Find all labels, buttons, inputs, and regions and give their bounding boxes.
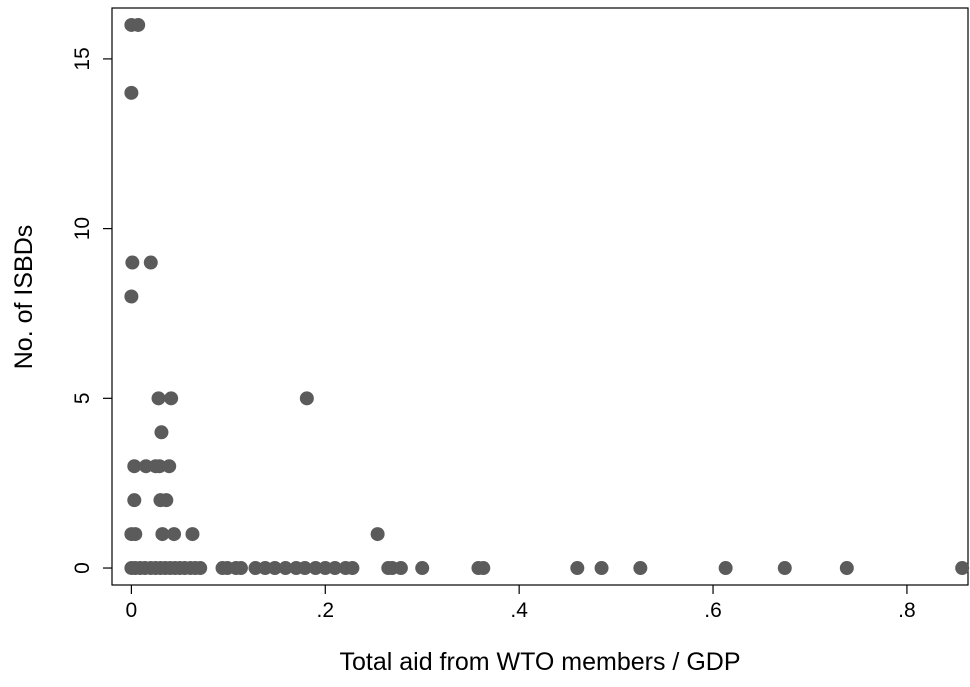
plot-frame (111, 7, 969, 586)
point (131, 17, 146, 32)
point (327, 561, 342, 576)
point (167, 527, 182, 542)
point (415, 561, 430, 576)
point (308, 561, 323, 576)
y-axis-title: No. of ISBDs (10, 225, 38, 370)
point (370, 527, 385, 542)
point (267, 561, 282, 576)
point (154, 425, 169, 440)
point (594, 561, 609, 576)
x-tick-label: .6 (704, 599, 722, 622)
x-tick-label: 0 (126, 599, 138, 622)
point (152, 459, 167, 474)
point (299, 391, 314, 406)
point (297, 561, 312, 576)
point (233, 561, 248, 576)
point (955, 561, 970, 576)
y-tick-label: 0 (71, 562, 94, 574)
point (193, 561, 208, 576)
point (839, 561, 854, 576)
point (155, 527, 170, 542)
point (124, 85, 139, 100)
x-tick-label: .4 (510, 599, 528, 622)
point (278, 561, 293, 576)
point (151, 391, 166, 406)
point (127, 459, 142, 474)
point (318, 561, 333, 576)
x-tick-label: .8 (898, 599, 916, 622)
point (718, 561, 733, 576)
x-axis-title: Total aid from WTO members / GDP (339, 648, 740, 676)
point (393, 561, 408, 576)
point (138, 459, 153, 474)
y-tick-label: 10 (71, 217, 94, 240)
point (162, 459, 177, 474)
point (127, 493, 142, 508)
point (159, 493, 174, 508)
y-tick-label: 15 (71, 47, 94, 70)
point (633, 561, 648, 576)
point (258, 561, 273, 576)
point (128, 527, 143, 542)
point (570, 561, 585, 576)
point (476, 561, 491, 576)
point (124, 289, 139, 304)
point (125, 255, 140, 270)
point (185, 527, 200, 542)
point (345, 561, 360, 576)
point (143, 255, 158, 270)
y-tick-label: 5 (71, 392, 94, 404)
point (164, 391, 179, 406)
point (248, 561, 263, 576)
point (777, 561, 792, 576)
x-tick-label: .2 (317, 599, 335, 622)
